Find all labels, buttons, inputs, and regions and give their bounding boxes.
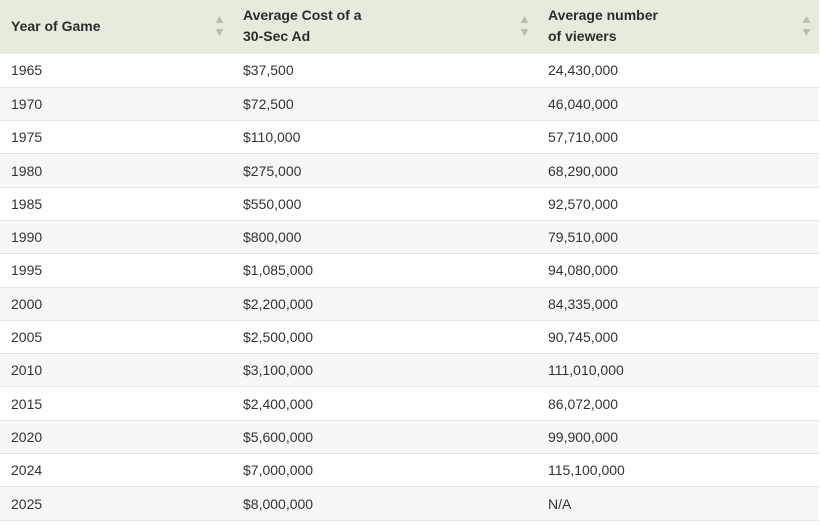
cell-ad-cost: $275,000 bbox=[243, 162, 302, 179]
cell-ad-cost: $2,400,000 bbox=[243, 395, 314, 412]
cell-year: 1975 bbox=[11, 129, 43, 146]
cell-viewers: 92,570,000 bbox=[548, 195, 619, 212]
sort-icon[interactable] bbox=[520, 15, 529, 37]
column-header-label-line2: 30-Sec Ad bbox=[243, 28, 311, 44]
cell-year: 1990 bbox=[11, 229, 43, 246]
header-row: Year of Game Average Cost of a 30-Sec Ad… bbox=[0, 0, 819, 54]
cell-viewers: 115,100,000 bbox=[548, 462, 625, 479]
table-row: 1980 $275,000 68,290,000 bbox=[0, 153, 819, 188]
cell-viewers: 57,710,000 bbox=[548, 129, 619, 146]
table-body: 1965 $37,500 24,430,000 1970 $72,500 46,… bbox=[0, 54, 819, 521]
column-header-label-line1: Average number bbox=[548, 7, 658, 23]
cell-year: 1980 bbox=[11, 162, 43, 179]
cell-ad-cost: $110,000 bbox=[243, 129, 301, 146]
cell-ad-cost: $5,600,000 bbox=[243, 428, 314, 445]
table-row: 1985 $550,000 92,570,000 bbox=[0, 187, 819, 221]
cell-year: 2020 bbox=[11, 428, 43, 445]
table-row: 1965 $37,500 24,430,000 bbox=[0, 54, 819, 88]
cell-viewers: 24,430,000 bbox=[548, 62, 619, 79]
cell-viewers: 111,010,000 bbox=[548, 362, 624, 379]
cell-ad-cost: $3,100,000 bbox=[243, 362, 314, 379]
column-header-label: Year of Game bbox=[11, 18, 101, 34]
cell-viewers: 86,072,000 bbox=[548, 395, 619, 412]
cell-ad-cost: $8,000,000 bbox=[243, 495, 314, 512]
cell-viewers: 84,335,000 bbox=[548, 295, 619, 312]
cell-viewers: 46,040,000 bbox=[548, 95, 619, 112]
column-header-ad-cost[interactable]: Average Cost of a 30-Sec Ad bbox=[232, 0, 537, 54]
cell-viewers: 99,900,000 bbox=[548, 428, 619, 445]
cell-viewers: 79,510,000 bbox=[548, 229, 619, 246]
cell-ad-cost: $72,500 bbox=[243, 95, 294, 112]
cell-year: 2025 bbox=[11, 495, 43, 512]
cell-year: 1985 bbox=[11, 195, 43, 212]
cell-year: 2024 bbox=[11, 462, 43, 479]
table-row: 2025 $8,000,000 N/A bbox=[0, 486, 819, 521]
cell-ad-cost: $7,000,000 bbox=[243, 462, 314, 479]
table-row: 2000 $2,200,000 84,335,000 bbox=[0, 287, 819, 321]
table-header: Year of Game Average Cost of a 30-Sec Ad… bbox=[0, 0, 819, 54]
table-row: 1995 $1,085,000 94,080,000 bbox=[0, 253, 819, 288]
table-row: 2024 $7,000,000 115,100,000 bbox=[0, 453, 819, 487]
cell-year: 2000 bbox=[11, 295, 43, 312]
table-row: 2005 $2,500,000 90,745,000 bbox=[0, 320, 819, 354]
cell-ad-cost: $550,000 bbox=[243, 195, 302, 212]
cell-ad-cost: $800,000 bbox=[243, 229, 302, 246]
cell-year: 1970 bbox=[11, 95, 43, 112]
cell-viewers: N/A bbox=[548, 495, 572, 512]
cell-ad-cost: $37,500 bbox=[243, 62, 294, 79]
column-header-viewers[interactable]: Average number of viewers bbox=[537, 0, 819, 54]
cell-ad-cost: $1,085,000 bbox=[243, 262, 314, 279]
cell-ad-cost: $2,500,000 bbox=[243, 329, 314, 346]
sort-icon[interactable] bbox=[215, 15, 224, 37]
cell-viewers: 68,290,000 bbox=[548, 162, 619, 179]
cell-year: 1965 bbox=[11, 62, 43, 79]
table-row: 2015 $2,400,000 86,072,000 bbox=[0, 386, 819, 421]
cell-year: 2015 bbox=[11, 395, 43, 412]
table-row: 1990 $800,000 79,510,000 bbox=[0, 220, 819, 254]
cell-ad-cost: $2,200,000 bbox=[243, 295, 314, 312]
column-header-year[interactable]: Year of Game bbox=[0, 0, 232, 54]
table-row: 2010 $3,100,000 111,010,000 bbox=[0, 353, 819, 387]
sort-icon[interactable] bbox=[802, 15, 811, 37]
cell-year: 2010 bbox=[11, 362, 43, 379]
cell-year: 1995 bbox=[11, 262, 43, 279]
column-header-label-line2: of viewers bbox=[548, 28, 617, 44]
cell-year: 2005 bbox=[11, 329, 43, 346]
table-row: 2020 $5,600,000 99,900,000 bbox=[0, 420, 819, 454]
cell-viewers: 90,745,000 bbox=[548, 329, 619, 346]
table-row: 1970 $72,500 46,040,000 bbox=[0, 87, 819, 121]
column-header-label-line1: Average Cost of a bbox=[243, 7, 362, 23]
table-row: 1975 $110,000 57,710,000 bbox=[0, 120, 819, 154]
cell-viewers: 94,080,000 bbox=[548, 262, 619, 279]
